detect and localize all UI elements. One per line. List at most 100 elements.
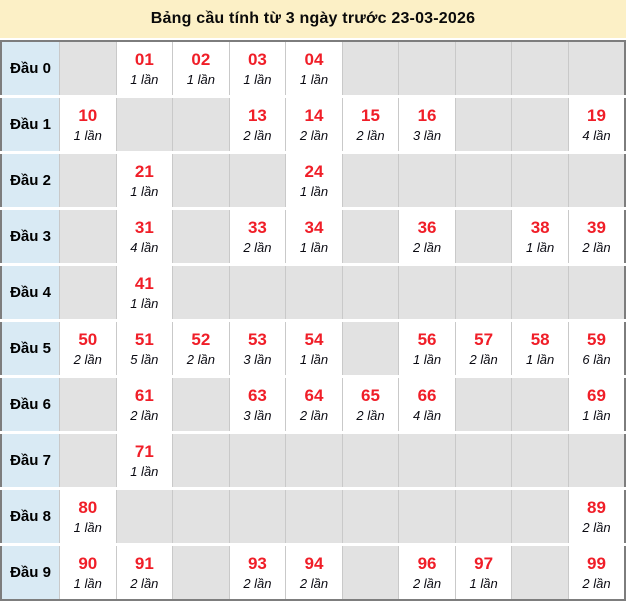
empty-cell	[567, 41, 625, 98]
lottery-number: 57	[474, 330, 494, 350]
number-cell: 57 2 lần	[454, 320, 512, 378]
occurrence-count: 2 lần	[130, 408, 159, 424]
number-cell: 99 2 lần	[567, 544, 625, 600]
number-cell: 53 3 lần	[228, 320, 286, 378]
table-row: Đầu 3 31 4 lần 33 2 lần 34 1 lần 36 2 lần 38 1 lần…	[1, 208, 625, 266]
empty-cell	[115, 96, 173, 154]
occurrence-count: 1 lần	[130, 464, 159, 480]
number-cell: 51 5 lần	[115, 320, 173, 378]
number-cell: 14 2 lần	[285, 96, 343, 154]
empty-cell	[285, 264, 343, 322]
lottery-number: 16	[417, 106, 437, 126]
number-cell: 39 2 lần	[567, 208, 625, 266]
lottery-number: 19	[587, 106, 606, 126]
row-label: Đầu 5	[1, 320, 60, 378]
lottery-number: 93	[247, 554, 267, 574]
empty-cell	[59, 432, 117, 490]
lottery-number: 31	[134, 218, 154, 238]
lottery-number: 99	[587, 554, 606, 574]
table-row: Đầu 7 71 1 lần	[1, 432, 625, 490]
occurrence-count: 4 lần	[412, 408, 442, 424]
lottery-number: 66	[417, 386, 437, 406]
empty-cell	[228, 152, 286, 210]
number-cell: 56 1 lần	[398, 320, 456, 378]
empty-cell	[228, 432, 286, 490]
number-cell: 31 4 lần	[115, 208, 173, 266]
empty-cell	[454, 96, 512, 154]
row-label: Đầu 8	[1, 488, 60, 546]
empty-cell	[398, 432, 456, 490]
lottery-number: 51	[134, 330, 154, 350]
page-title: Bảng cầu tính từ 3 ngày trước 23-03-2026	[150, 10, 476, 27]
empty-cell	[511, 544, 569, 600]
table-row: Đầu 2 21 1 lần 24 1 lần	[1, 152, 625, 210]
empty-cell	[511, 488, 569, 546]
number-cell: 16 3 lần	[398, 96, 456, 154]
empty-cell	[341, 41, 399, 98]
lottery-number: 59	[587, 330, 606, 350]
empty-cell	[59, 152, 117, 210]
empty-cell	[341, 320, 399, 378]
occurrence-count: 1 lần	[299, 184, 329, 200]
row-label: Đầu 2	[1, 152, 60, 210]
occurrence-count: 2 lần	[582, 240, 611, 256]
lottery-number: 58	[530, 330, 550, 350]
occurrence-count: 3 lần	[412, 128, 442, 144]
occurrence-count: 1 lần	[130, 184, 159, 200]
lottery-number: 63	[247, 386, 267, 406]
empty-cell	[454, 152, 512, 210]
empty-cell	[172, 376, 230, 434]
lottery-number: 54	[304, 330, 324, 350]
occurrence-count: 1 lần	[130, 72, 159, 88]
empty-cell	[567, 264, 625, 322]
lottery-number: 64	[304, 386, 324, 406]
number-cell: 69 1 lần	[567, 376, 625, 434]
lottery-number: 52	[191, 330, 211, 350]
occurrence-count: 2 lần	[299, 408, 329, 424]
occurrence-count: 2 lần	[243, 128, 272, 144]
occurrence-count: 2 lần	[130, 576, 159, 592]
occurrence-count: 6 lần	[582, 352, 611, 368]
number-cell: 19 4 lần	[567, 96, 625, 154]
number-cell: 03 1 lần	[228, 41, 286, 98]
occurrence-count: 1 lần	[73, 128, 102, 144]
occurrence-count: 2 lần	[469, 352, 498, 368]
empty-cell	[511, 152, 569, 210]
lottery-number: 41	[134, 274, 154, 294]
lottery-number: 14	[304, 106, 324, 126]
occurrence-count: 4 lần	[582, 128, 611, 144]
row-label: Đầu 4	[1, 264, 60, 322]
lottery-number: 39	[587, 218, 606, 238]
occurrence-count: 1 lần	[130, 296, 159, 312]
number-cell: 63 3 lần	[228, 376, 286, 434]
lottery-number: 56	[417, 330, 437, 350]
empty-cell	[454, 432, 512, 490]
lottery-number: 69	[587, 386, 606, 406]
empty-cell	[59, 376, 117, 434]
number-cell: 15 2 lần	[341, 96, 399, 154]
occurrence-count: 1 lần	[526, 352, 555, 368]
number-cell: 91 2 lần	[115, 544, 173, 600]
number-cell: 64 2 lần	[285, 376, 343, 434]
occurrence-count: 1 lần	[299, 72, 329, 88]
occurrence-count: 5 lần	[130, 352, 159, 368]
lottery-number: 34	[304, 218, 324, 238]
occurrence-count: 2 lần	[356, 128, 385, 144]
number-cell: 02 1 lần	[172, 41, 230, 98]
table-row: Đầu 8 80 1 lần 89 2 lần	[1, 488, 625, 546]
occurrence-count: 1 lần	[73, 520, 102, 536]
row-label: Đầu 1	[1, 96, 60, 154]
lottery-number: 15	[361, 106, 380, 126]
empty-cell	[341, 264, 399, 322]
lottery-number: 53	[247, 330, 267, 350]
table-row: Đầu 6 61 2 lần 63 3 lần 64 2 lần 65 2 lần 66 4 lần…	[1, 376, 625, 434]
lottery-number: 50	[78, 330, 98, 350]
number-cell: 65 2 lần	[341, 376, 399, 434]
empty-cell	[59, 41, 117, 98]
number-cell: 54 1 lần	[285, 320, 343, 378]
number-cell: 13 2 lần	[228, 96, 286, 154]
number-cell: 33 2 lần	[228, 208, 286, 266]
empty-cell	[398, 488, 456, 546]
empty-cell	[511, 376, 569, 434]
